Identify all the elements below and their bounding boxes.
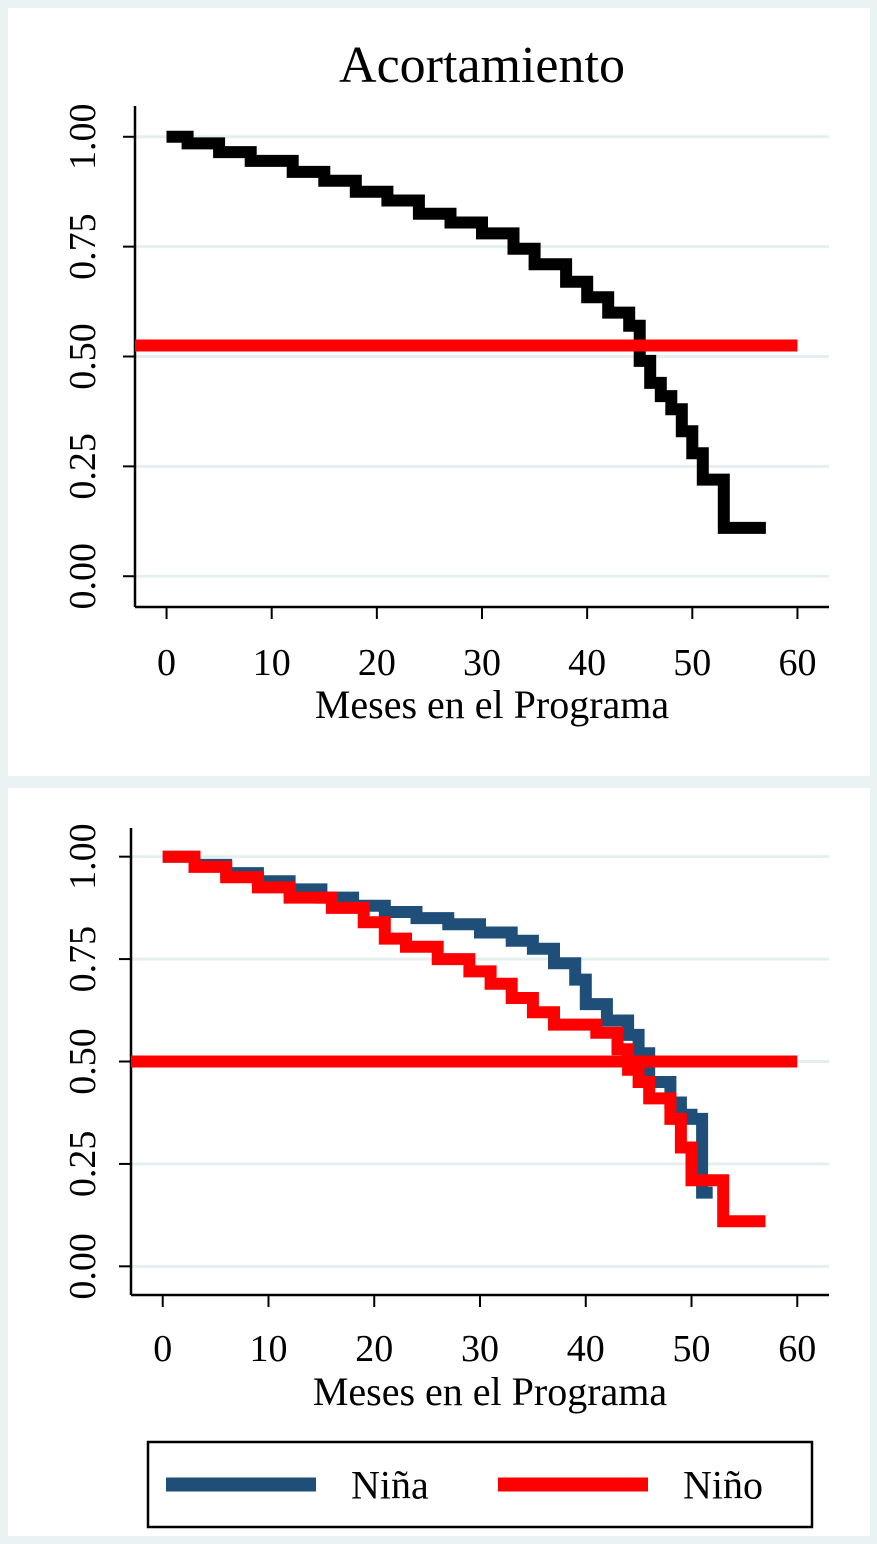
- chart-panel: [8, 788, 870, 1536]
- x-tick-label: 10: [249, 1328, 287, 1370]
- legend-label: Niño: [683, 1463, 763, 1508]
- y-tick-label: 0.75: [62, 926, 104, 993]
- x-tick-label: 30: [461, 1328, 499, 1370]
- x-tick-label: 0: [153, 1328, 172, 1370]
- chart-1: Acortamiento 0 10 20 30 40 50 60 0.00 0.25 0.50 0.7…: [8, 8, 870, 776]
- x-axis-label: Meses en el Programa: [315, 682, 670, 727]
- x-tick-label: 0: [157, 642, 176, 684]
- y-tick-label: 1.00: [62, 104, 104, 171]
- x-tick-label: 30: [463, 642, 501, 684]
- y-tick-label: 0.25: [62, 433, 104, 500]
- y-tick-label: 1.00: [62, 823, 104, 890]
- x-tick-label: 50: [673, 1328, 711, 1370]
- series-niño: [162, 850, 766, 1228]
- x-tick-label: 40: [567, 1328, 605, 1370]
- x-tick-label: 10: [253, 642, 291, 684]
- x-tick-label: 50: [673, 642, 711, 684]
- x-tick-label: 20: [358, 642, 396, 684]
- chart-title: Acortamiento: [339, 37, 625, 94]
- legend: Niña Niño: [146, 1440, 814, 1529]
- y-tick-label: 0.50: [62, 1028, 104, 1095]
- legend-label: Niña: [351, 1463, 429, 1508]
- x-tick-label: 40: [568, 642, 606, 684]
- y-tick-label: 0.00: [62, 1233, 104, 1300]
- x-axis-label: Meses en el Programa: [313, 1369, 668, 1414]
- y-tick-label: 0.00: [62, 543, 104, 610]
- y-tick-label: 0.25: [62, 1131, 104, 1198]
- x-tick-label: 60: [778, 1328, 816, 1370]
- y-tick-label: 0.75: [62, 213, 104, 280]
- x-tick-label: 20: [355, 1328, 393, 1370]
- chart-panel: [8, 8, 870, 776]
- chart-2: 0 10 20 30 40 50 60 0.00 0.25 0.50 0.75 1.00 Meses e…: [8, 788, 870, 1536]
- survival-curve: [166, 130, 766, 534]
- x-tick-label: 60: [778, 642, 816, 684]
- y-tick-label: 0.50: [62, 323, 104, 390]
